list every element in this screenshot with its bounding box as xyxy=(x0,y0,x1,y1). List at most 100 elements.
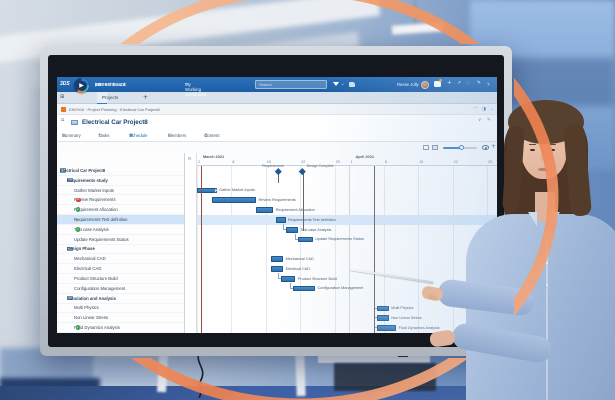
breadcrumb[interactable]: ENOVIA · Project Planning · Electrical C… xyxy=(69,107,160,113)
tree-row[interactable]: Fluid Dynamics Analysis ✓ xyxy=(57,323,184,333)
task-name: Non Linear Stress xyxy=(74,315,109,321)
tree-row[interactable]: Electrical CAD xyxy=(57,264,184,275)
gantt-bar[interactable] xyxy=(211,197,256,204)
tools-icon[interactable]: ✎ xyxy=(477,80,481,86)
gantt-bar[interactable] xyxy=(256,207,274,213)
help-icon[interactable]: ? xyxy=(487,81,490,87)
floor xyxy=(0,386,615,400)
minimize-icon[interactable]: — xyxy=(473,106,478,111)
gantt-bar[interactable] xyxy=(376,305,389,312)
add-task-button[interactable]: + xyxy=(491,143,497,150)
share-icon[interactable]: ∴ xyxy=(467,80,470,86)
tab-label: Content xyxy=(204,133,220,138)
title-chevron-icon[interactable]: ∨ xyxy=(478,118,482,123)
gantt-row: Update Requirements Status xyxy=(197,233,497,245)
project-start-line xyxy=(200,166,202,333)
task-name: Product Structure Build xyxy=(74,275,118,281)
task-name: Requirements study xyxy=(67,177,108,183)
task-name: Requirement Allocation xyxy=(74,207,118,213)
gantt-bar-label: Electrical CAD xyxy=(285,266,311,271)
tree-row[interactable]: Review Requirements +1 xyxy=(57,195,184,206)
column-menu-icon[interactable]: ≡ xyxy=(187,156,192,162)
gantt-bar[interactable] xyxy=(285,226,298,233)
fit-view-icon[interactable] xyxy=(432,145,438,150)
search-input[interactable] xyxy=(255,80,327,89)
gantt-bar[interactable] xyxy=(376,315,389,321)
tag-icon[interactable] xyxy=(349,81,355,87)
task-name: Gather Market Inputs xyxy=(74,187,114,193)
visibility-icon[interactable] xyxy=(482,145,489,150)
dashboard-tab-bar: ⊞ Projects ⌄ + xyxy=(57,92,497,104)
tree-row[interactable]: Requirements Test definition ▲ ⌄ xyxy=(57,215,184,225)
tree-row[interactable]: Non Linear Stress xyxy=(57,313,184,324)
gantt-bar[interactable] xyxy=(270,266,284,272)
gantt-row: Fluid Dynamics Analysis xyxy=(197,322,497,333)
day-tick: 22 xyxy=(453,160,458,165)
tree-row[interactable]: Configuration Management xyxy=(57,284,184,294)
gantt-bar-label: Requirement Allocation xyxy=(275,207,315,212)
tree-row[interactable]: Requirement Allocation ✓ xyxy=(57,205,184,216)
share-arrow-icon[interactable]: ↗ xyxy=(457,80,461,86)
pin-icon[interactable]: ◨ xyxy=(482,106,486,111)
status-complete-icon: ✓ xyxy=(75,325,80,330)
tree-row[interactable]: Gather Market Inputs xyxy=(57,186,184,196)
tree-row[interactable]: Multi Physics xyxy=(57,304,184,314)
filter-icon[interactable] xyxy=(333,81,339,86)
gantt-bar-label: Configuration Management xyxy=(317,286,364,291)
collapse-icon[interactable]: ⌄ xyxy=(490,106,494,111)
gantt-bar-label: Multi Physics xyxy=(391,306,414,311)
notification-dot xyxy=(438,79,442,82)
task-name: Multi Physics xyxy=(74,305,99,311)
add-icon[interactable]: + xyxy=(447,80,452,86)
gantt-bar-label: Gather Market Inputs xyxy=(219,188,255,193)
milestone-label: Requirements xyxy=(262,163,284,168)
gantt-bar[interactable] xyxy=(280,276,296,282)
filter-caret-icon[interactable]: ⌄ xyxy=(341,81,345,86)
tree-row[interactable]: ▾Simulation and Analysis xyxy=(57,294,184,304)
notifications-icon[interactable] xyxy=(434,79,442,87)
tree-row[interactable]: ▾Requirements study xyxy=(57,176,184,186)
gantt-row: Mechanical CAD xyxy=(197,254,497,264)
screen: 3DS 3D EXPERIENCE | 3DDashboard My Workin… xyxy=(57,77,497,333)
office-furniture xyxy=(95,358,165,384)
export-image-icon[interactable] xyxy=(423,145,429,150)
top-app-bar: 3DS 3D EXPERIENCE | 3DDashboard My Workin… xyxy=(57,77,497,97)
milestone-line xyxy=(302,173,304,231)
avatar[interactable] xyxy=(421,80,429,89)
3dcompass-icon[interactable]: ▶ xyxy=(74,78,89,93)
tree-row[interactable]: Test case Analysis ✓ xyxy=(57,225,184,235)
status-complete-icon: ✓ xyxy=(75,207,80,212)
gantt-row: Test case Analysis xyxy=(197,223,497,235)
gantt-bar[interactable] xyxy=(275,217,286,223)
tree-row[interactable]: ▾Electrical Car Project8 xyxy=(57,166,184,176)
tv-stand-leg xyxy=(295,353,306,397)
new-tab-button[interactable]: + xyxy=(143,93,149,101)
tab-label: Summary xyxy=(62,133,81,138)
apps-icon[interactable]: ⊞ xyxy=(60,94,65,100)
gantt-row: Product Structure Build xyxy=(197,273,497,284)
task-name: Electrical CAD xyxy=(74,266,102,272)
edit-title-icon[interactable]: ✎ xyxy=(487,118,491,123)
gantt-bar[interactable] xyxy=(292,285,316,292)
gantt-row xyxy=(197,245,497,255)
tree-row[interactable]: Product Structure Build xyxy=(57,274,184,284)
day-tick: 22 xyxy=(301,160,306,165)
gantt-bar[interactable] xyxy=(297,236,313,243)
gantt-bar[interactable] xyxy=(376,325,397,331)
gantt-bar-label: Test case Analysis xyxy=(300,227,332,232)
row-actions-icon[interactable]: ⌄ xyxy=(75,216,79,221)
tab-projects[interactable]: Projects ⌄ xyxy=(97,92,118,104)
schedule-main: ▾Electrical Car Project8▾Requirements st… xyxy=(57,153,497,333)
tab-label: Tasks xyxy=(98,133,110,138)
gantt-bar[interactable] xyxy=(270,256,284,262)
home-icon[interactable]: ⌂ xyxy=(61,117,65,123)
tree-row[interactable]: ▾Design Phase xyxy=(57,245,184,255)
user-name[interactable]: Reese Jolly xyxy=(397,82,419,87)
milestone-label: Design Complete xyxy=(306,163,334,168)
tree-row[interactable]: Update Requirements Status xyxy=(57,235,184,245)
gantt-toolbar: + xyxy=(57,142,497,153)
day-tick: 29 xyxy=(335,160,340,165)
tree-row[interactable]: Mechanical CAD xyxy=(57,254,184,265)
zoom-slider-knob[interactable] xyxy=(459,145,465,151)
day-tick: 29 xyxy=(488,160,493,165)
